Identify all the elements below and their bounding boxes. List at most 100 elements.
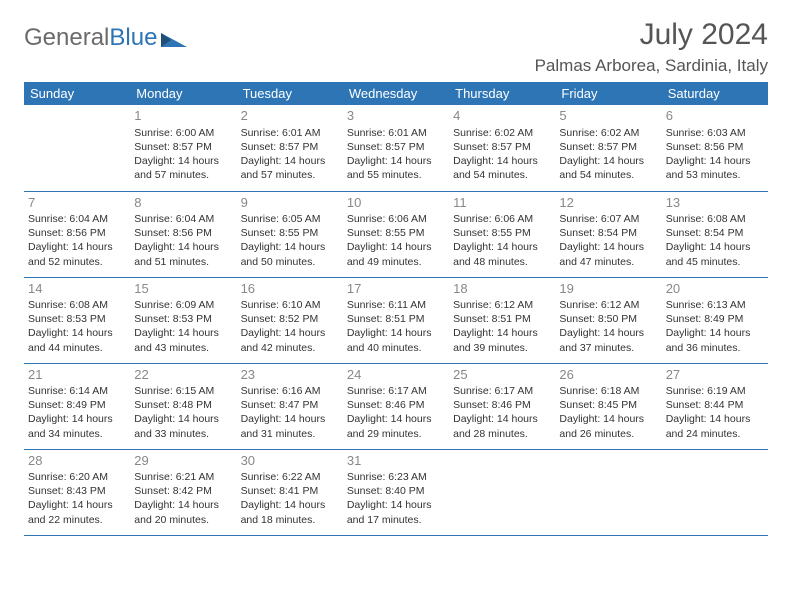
calendar-cell: [449, 449, 555, 535]
sunset-line: Sunset: 8:47 PM: [241, 398, 339, 412]
calendar-cell: 23Sunrise: 6:16 AMSunset: 8:47 PMDayligh…: [237, 363, 343, 449]
daylight-line: Daylight: 14 hours and 17 minutes.: [347, 498, 445, 526]
day-number: 6: [666, 107, 764, 125]
page-header: GeneralBlue July 2024 Palmas Arborea, Sa…: [24, 18, 768, 76]
weekday-header: Tuesday: [237, 82, 343, 105]
sunset-line: Sunset: 8:56 PM: [28, 226, 126, 240]
day-number: 12: [559, 194, 657, 212]
day-number: 15: [134, 280, 232, 298]
day-number: 20: [666, 280, 764, 298]
daylight-line: Daylight: 14 hours and 20 minutes.: [134, 498, 232, 526]
calendar-page: GeneralBlue July 2024 Palmas Arborea, Sa…: [0, 0, 792, 536]
sunset-line: Sunset: 8:56 PM: [666, 140, 764, 154]
sunrise-line: Sunrise: 6:18 AM: [559, 384, 657, 398]
daylight-line: Daylight: 14 hours and 34 minutes.: [28, 412, 126, 440]
sunset-line: Sunset: 8:53 PM: [134, 312, 232, 326]
weekday-header: Saturday: [662, 82, 768, 105]
daylight-line: Daylight: 14 hours and 29 minutes.: [347, 412, 445, 440]
day-number: 19: [559, 280, 657, 298]
day-number: 22: [134, 366, 232, 384]
sunrise-line: Sunrise: 6:21 AM: [134, 470, 232, 484]
sunrise-line: Sunrise: 6:22 AM: [241, 470, 339, 484]
calendar-cell: 6Sunrise: 6:03 AMSunset: 8:56 PMDaylight…: [662, 105, 768, 191]
sunset-line: Sunset: 8:55 PM: [241, 226, 339, 240]
calendar-cell: 5Sunrise: 6:02 AMSunset: 8:57 PMDaylight…: [555, 105, 661, 191]
sunset-line: Sunset: 8:50 PM: [559, 312, 657, 326]
day-number: 7: [28, 194, 126, 212]
sunrise-line: Sunrise: 6:12 AM: [559, 298, 657, 312]
day-number: 9: [241, 194, 339, 212]
logo-text-gray: General: [24, 24, 109, 52]
calendar-cell: 7Sunrise: 6:04 AMSunset: 8:56 PMDaylight…: [24, 191, 130, 277]
day-number: 31: [347, 452, 445, 470]
sunset-line: Sunset: 8:52 PM: [241, 312, 339, 326]
day-number: 8: [134, 194, 232, 212]
daylight-line: Daylight: 14 hours and 24 minutes.: [666, 412, 764, 440]
sunrise-line: Sunrise: 6:01 AM: [347, 126, 445, 140]
calendar-cell: 2Sunrise: 6:01 AMSunset: 8:57 PMDaylight…: [237, 105, 343, 191]
sunset-line: Sunset: 8:57 PM: [347, 140, 445, 154]
sunrise-line: Sunrise: 6:12 AM: [453, 298, 551, 312]
sunrise-line: Sunrise: 6:20 AM: [28, 470, 126, 484]
daylight-line: Daylight: 14 hours and 57 minutes.: [134, 154, 232, 182]
sunset-line: Sunset: 8:56 PM: [134, 226, 232, 240]
sunrise-line: Sunrise: 6:17 AM: [453, 384, 551, 398]
sunrise-line: Sunrise: 6:08 AM: [28, 298, 126, 312]
day-number: 18: [453, 280, 551, 298]
sunrise-line: Sunrise: 6:23 AM: [347, 470, 445, 484]
calendar-cell: 30Sunrise: 6:22 AMSunset: 8:41 PMDayligh…: [237, 449, 343, 535]
sunrise-line: Sunrise: 6:01 AM: [241, 126, 339, 140]
calendar-cell: 31Sunrise: 6:23 AMSunset: 8:40 PMDayligh…: [343, 449, 449, 535]
sunrise-line: Sunrise: 6:04 AM: [28, 212, 126, 226]
calendar-cell: 29Sunrise: 6:21 AMSunset: 8:42 PMDayligh…: [130, 449, 236, 535]
sunset-line: Sunset: 8:46 PM: [347, 398, 445, 412]
day-number: 2: [241, 107, 339, 125]
daylight-line: Daylight: 14 hours and 42 minutes.: [241, 326, 339, 354]
sunset-line: Sunset: 8:46 PM: [453, 398, 551, 412]
sunrise-line: Sunrise: 6:10 AM: [241, 298, 339, 312]
sunset-line: Sunset: 8:57 PM: [134, 140, 232, 154]
calendar-cell: 19Sunrise: 6:12 AMSunset: 8:50 PMDayligh…: [555, 277, 661, 363]
sunrise-line: Sunrise: 6:15 AM: [134, 384, 232, 398]
calendar-cell: [555, 449, 661, 535]
daylight-line: Daylight: 14 hours and 51 minutes.: [134, 240, 232, 268]
month-title: July 2024: [535, 18, 768, 52]
sunset-line: Sunset: 8:45 PM: [559, 398, 657, 412]
daylight-line: Daylight: 14 hours and 28 minutes.: [453, 412, 551, 440]
calendar-cell: 13Sunrise: 6:08 AMSunset: 8:54 PMDayligh…: [662, 191, 768, 277]
daylight-line: Daylight: 14 hours and 26 minutes.: [559, 412, 657, 440]
calendar-week-row: 7Sunrise: 6:04 AMSunset: 8:56 PMDaylight…: [24, 191, 768, 277]
calendar-cell: 17Sunrise: 6:11 AMSunset: 8:51 PMDayligh…: [343, 277, 449, 363]
daylight-line: Daylight: 14 hours and 52 minutes.: [28, 240, 126, 268]
calendar-cell: 10Sunrise: 6:06 AMSunset: 8:55 PMDayligh…: [343, 191, 449, 277]
sunrise-line: Sunrise: 6:02 AM: [453, 126, 551, 140]
calendar-cell: 20Sunrise: 6:13 AMSunset: 8:49 PMDayligh…: [662, 277, 768, 363]
sunrise-line: Sunrise: 6:13 AM: [666, 298, 764, 312]
calendar-cell: 14Sunrise: 6:08 AMSunset: 8:53 PMDayligh…: [24, 277, 130, 363]
sunrise-line: Sunrise: 6:04 AM: [134, 212, 232, 226]
day-number: 23: [241, 366, 339, 384]
daylight-line: Daylight: 14 hours and 50 minutes.: [241, 240, 339, 268]
calendar-cell: 11Sunrise: 6:06 AMSunset: 8:55 PMDayligh…: [449, 191, 555, 277]
sunrise-line: Sunrise: 6:06 AM: [347, 212, 445, 226]
sunrise-line: Sunrise: 6:02 AM: [559, 126, 657, 140]
daylight-line: Daylight: 14 hours and 36 minutes.: [666, 326, 764, 354]
daylight-line: Daylight: 14 hours and 18 minutes.: [241, 498, 339, 526]
calendar-table: SundayMondayTuesdayWednesdayThursdayFrid…: [24, 82, 768, 536]
day-number: 26: [559, 366, 657, 384]
sunset-line: Sunset: 8:57 PM: [241, 140, 339, 154]
sunset-line: Sunset: 8:57 PM: [453, 140, 551, 154]
sunset-line: Sunset: 8:40 PM: [347, 484, 445, 498]
day-number: 5: [559, 107, 657, 125]
calendar-cell: 3Sunrise: 6:01 AMSunset: 8:57 PMDaylight…: [343, 105, 449, 191]
calendar-cell: 12Sunrise: 6:07 AMSunset: 8:54 PMDayligh…: [555, 191, 661, 277]
sunset-line: Sunset: 8:55 PM: [453, 226, 551, 240]
weekday-header: Friday: [555, 82, 661, 105]
daylight-line: Daylight: 14 hours and 53 minutes.: [666, 154, 764, 182]
daylight-line: Daylight: 14 hours and 49 minutes.: [347, 240, 445, 268]
sunrise-line: Sunrise: 6:11 AM: [347, 298, 445, 312]
day-number: 21: [28, 366, 126, 384]
calendar-cell: 25Sunrise: 6:17 AMSunset: 8:46 PMDayligh…: [449, 363, 555, 449]
daylight-line: Daylight: 14 hours and 48 minutes.: [453, 240, 551, 268]
calendar-cell: 15Sunrise: 6:09 AMSunset: 8:53 PMDayligh…: [130, 277, 236, 363]
